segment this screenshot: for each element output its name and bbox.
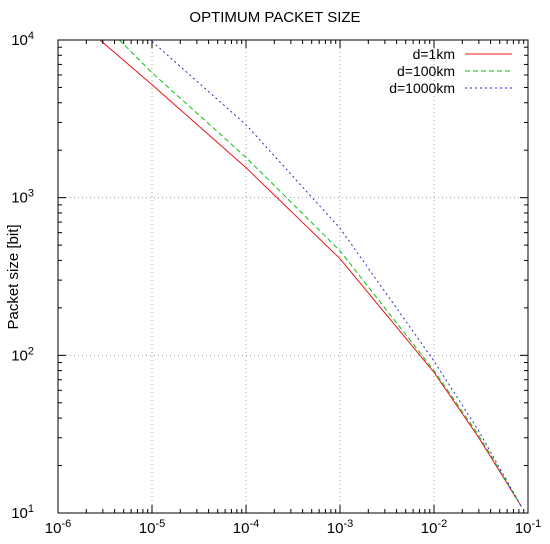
y-tick-label: 102 bbox=[11, 345, 34, 364]
x-tick-label: 10-1 bbox=[515, 518, 541, 537]
tick-marks bbox=[57, 39, 529, 514]
x-tick-label: 10-3 bbox=[327, 518, 353, 537]
series-line-d-1km bbox=[99, 39, 522, 507]
x-tick-labels: 10-6 10-5 10-4 10-3 10-2 10-1 bbox=[45, 518, 541, 537]
x-tick-label: 10-4 bbox=[233, 518, 259, 537]
legend-label: d=1km bbox=[413, 46, 455, 62]
legend-label: d=100km bbox=[397, 63, 455, 79]
x-tick-label: 10-5 bbox=[139, 518, 165, 537]
x-tick-label: 10-6 bbox=[45, 518, 71, 537]
series-lines bbox=[99, 39, 522, 507]
series-line-d-1000km bbox=[151, 41, 522, 507]
grid bbox=[58, 40, 528, 513]
y-axis-label: Packet size [bit] bbox=[5, 224, 22, 329]
y-tick-labels: 101 102 103 104 bbox=[11, 30, 34, 522]
chart-title: OPTIMUM PACKET SIZE bbox=[189, 9, 360, 26]
y-tick-label: 101 bbox=[11, 503, 34, 522]
series-line-d-100km bbox=[119, 39, 522, 507]
y-tick-label: 104 bbox=[11, 30, 34, 49]
y-tick-label: 103 bbox=[11, 188, 34, 207]
x-tick-label: 10-2 bbox=[421, 518, 447, 537]
plot-frame bbox=[57, 39, 529, 514]
legend-label: d=1000km bbox=[389, 80, 455, 96]
